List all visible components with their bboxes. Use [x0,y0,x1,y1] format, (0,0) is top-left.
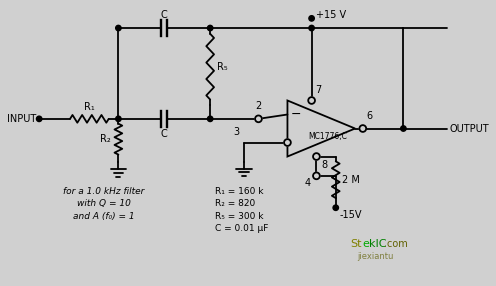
Text: St: St [350,239,362,249]
Circle shape [207,116,213,122]
Circle shape [309,25,314,31]
Text: R₂: R₂ [100,134,111,144]
Text: e: e [363,239,370,249]
Text: OUTPUT: OUTPUT [450,124,490,134]
Text: jiexiantu: jiexiantu [357,251,393,261]
Text: R₁: R₁ [84,102,95,112]
Text: 2: 2 [255,101,261,111]
Circle shape [255,116,262,122]
Circle shape [309,16,314,21]
Text: +15 V: +15 V [316,10,347,20]
Text: 6: 6 [367,111,373,121]
Circle shape [36,116,42,122]
Text: for a 1.0 kHz filter: for a 1.0 kHz filter [63,187,144,196]
Text: 7: 7 [315,85,322,95]
Text: R₅: R₅ [217,62,228,72]
Text: 3: 3 [233,127,239,137]
Text: R₂ = 820: R₂ = 820 [215,199,255,208]
Circle shape [401,126,406,131]
Text: R₁ = 160 k: R₁ = 160 k [215,187,263,196]
Circle shape [116,25,121,31]
Circle shape [207,25,213,31]
Text: -15V: -15V [340,210,362,220]
Text: with Q = 10: with Q = 10 [77,199,131,208]
Text: .com: .com [384,239,408,249]
Text: 2 M: 2 M [342,175,360,185]
Text: 4: 4 [305,178,310,188]
Circle shape [116,116,121,122]
Text: kIC: kIC [369,239,386,249]
Text: 8: 8 [321,160,327,170]
Text: and A (f₀) = 1: and A (f₀) = 1 [73,212,135,221]
Circle shape [313,172,320,179]
Text: C: C [161,10,168,20]
Circle shape [284,139,291,146]
Text: R₅ = 300 k: R₅ = 300 k [215,212,263,221]
Text: MC1776,C: MC1776,C [309,132,348,141]
Circle shape [333,205,338,210]
Text: INPUT: INPUT [7,114,36,124]
Text: −: − [291,108,302,121]
Text: C: C [161,128,168,138]
Circle shape [308,97,315,104]
Text: C = 0.01 μF: C = 0.01 μF [215,225,268,233]
Circle shape [360,125,366,132]
Circle shape [313,153,320,160]
